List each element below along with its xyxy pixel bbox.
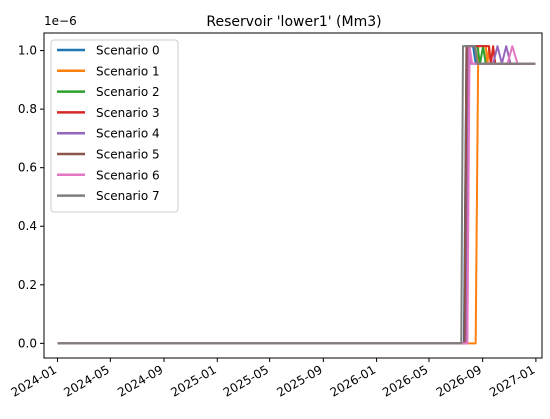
x-tick-label: 2026-01 — [328, 362, 378, 399]
legend-entry-2: Scenario 2 — [96, 85, 160, 99]
plot-lines — [57, 45, 536, 345]
legend: Scenario 0 Scenario 1 Scenario 2 Scenario 3… — [50, 39, 179, 213]
legend-box — [50, 39, 179, 213]
x-tick-label: 2025-01 — [168, 362, 218, 399]
x-tick-label: 2024-05 — [61, 362, 111, 399]
x-tick-label: 2026-05 — [380, 362, 430, 399]
legend-entry-1: Scenario 1 — [96, 64, 160, 78]
y-tick-label: 0.2 — [18, 278, 37, 292]
x-axis: 2024-01 2024-05 2024-09 2025-01 2025-05 2025-… — [9, 358, 537, 400]
y-tick-label: 0.6 — [18, 161, 37, 175]
y-multiplier-label: 1e−6 — [44, 14, 77, 28]
x-tick-label: 2024-01 — [9, 362, 59, 399]
legend-entry-5: Scenario 5 — [96, 148, 160, 162]
x-tick-label: 2027-01 — [487, 362, 537, 399]
x-tick-label: 2024-09 — [115, 362, 165, 399]
y-tick-label: 0.8 — [18, 102, 37, 116]
x-tick-label: 2025-05 — [221, 362, 271, 399]
chart-title: Reservoir 'lower1' (Mm3) — [206, 14, 381, 30]
legend-entry-4: Scenario 4 — [96, 127, 160, 141]
plot-frame — [43, 32, 543, 359]
y-tick-label: 1.0 — [18, 44, 37, 58]
y-axis: 0.0 0.2 0.4 0.6 0.8 1.0 — [18, 44, 44, 350]
legend-entry-7: Scenario 7 — [96, 189, 160, 203]
legend-entry-6: Scenario 6 — [96, 168, 160, 182]
series-line-7 — [57, 45, 536, 345]
x-tick-label: 2025-09 — [274, 362, 324, 399]
legend-entry-3: Scenario 3 — [96, 106, 160, 120]
y-tick-label: 0.0 — [18, 336, 37, 350]
x-tick-label: 2026-09 — [434, 362, 484, 399]
legend-entry-0: Scenario 0 — [96, 44, 160, 58]
y-tick-label: 0.4 — [18, 219, 37, 233]
